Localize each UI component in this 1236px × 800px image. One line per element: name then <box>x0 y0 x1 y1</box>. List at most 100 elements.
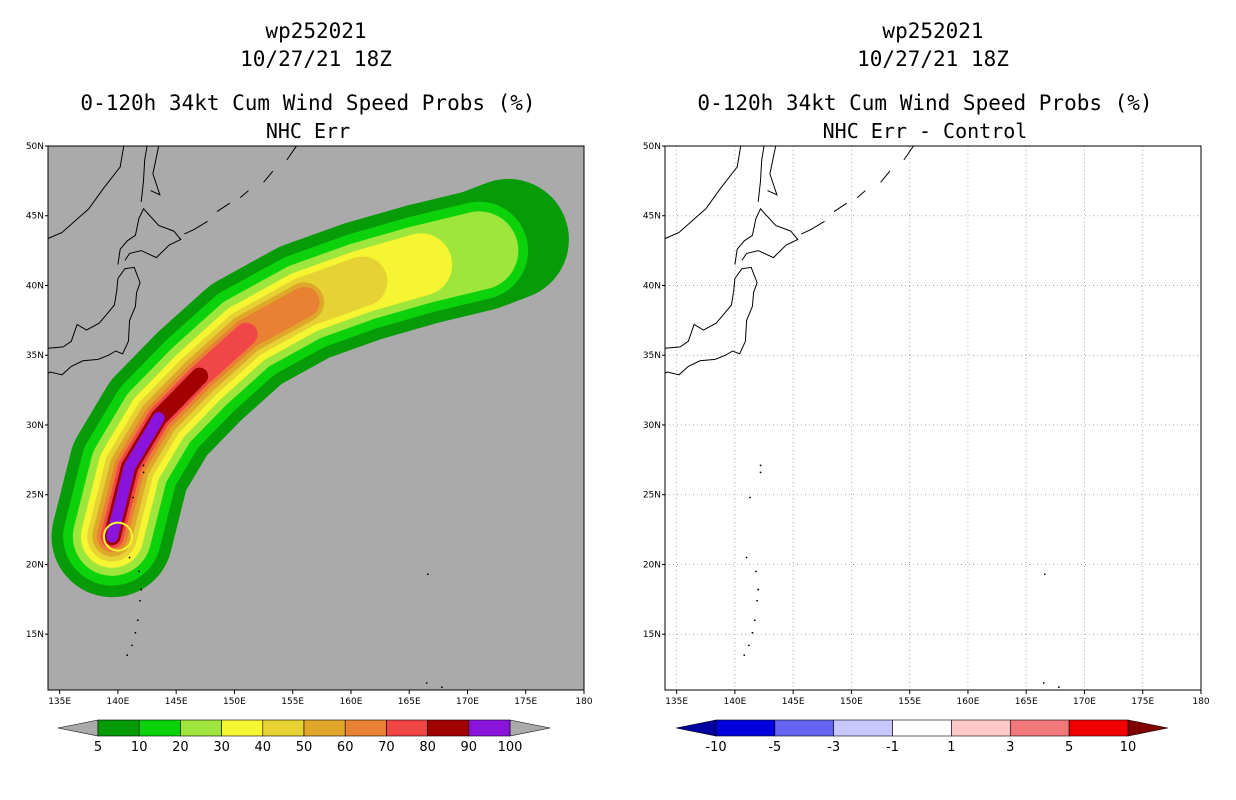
right-cbar-swatch-0 <box>715 719 776 737</box>
left-cbar-label-5: 50 <box>296 740 313 755</box>
right-cbar-swatch-1 <box>774 719 835 737</box>
left-cbar-label-10: 100 <box>498 740 523 755</box>
left-xtick-label-9: 180 <box>575 697 592 707</box>
left-island-2 <box>132 496 134 499</box>
left-xtick-label-6: 165E <box>398 697 421 707</box>
right-colorbar: -10 -5 -3 -1 1 3 5 10 <box>675 719 1169 755</box>
right-xtick-label-8: 175E <box>1131 697 1154 707</box>
left-ytick-label-5: 25N <box>26 491 44 501</box>
left-island-7 <box>136 619 139 622</box>
right-coast-2 <box>757 146 778 202</box>
left-colorbar: 5 10 20 30 40 50 60 70 80 90 100 <box>57 719 551 755</box>
right-title-subtitle: NHC Err - Control <box>822 119 1028 143</box>
right-xtick-label-2: 145E <box>782 697 805 707</box>
right-ytick-label-2: 40N <box>643 281 661 291</box>
left-title-product: 0-120h 34kt Cum Wind Speed Probs (%) <box>80 91 536 115</box>
right-coast-3 <box>665 146 742 240</box>
right-island-10 <box>743 654 746 657</box>
left-island-11 <box>426 573 429 576</box>
left-ytick-label-1: 45N <box>26 212 44 222</box>
left-xtick-label-3: 150E <box>223 697 246 707</box>
right-cbar-label-7: 10 <box>1120 740 1137 755</box>
left-cbar-left-end <box>57 719 99 737</box>
right-ytick-label-7: 15N <box>643 630 661 640</box>
left-probability-field <box>51 178 569 598</box>
left-cbar-swatch-3 <box>221 719 264 737</box>
left-cbar-swatch-9 <box>468 719 511 737</box>
start-rim <box>102 521 133 552</box>
left-ytick-label-6: 20N <box>26 560 44 570</box>
right-xtick-label-9: 180 <box>1192 697 1209 707</box>
right-cbar-swatch-4 <box>951 719 1011 737</box>
left-cbar-swatch-4 <box>262 719 305 737</box>
right-xtick-label-4: 155E <box>898 697 921 707</box>
right-coast-1 <box>734 207 799 265</box>
left-island-8 <box>134 631 137 634</box>
left-island-1 <box>142 471 145 474</box>
left-coast-0 <box>48 266 141 376</box>
right-xtick-label-1: 140E <box>723 697 746 707</box>
right-map-background <box>665 146 1201 690</box>
left-island-10 <box>126 654 129 657</box>
left-cbar-label-6: 60 <box>337 740 354 755</box>
right-coast-8 <box>903 146 915 161</box>
left-xtick-label-5: 160E <box>340 697 363 707</box>
right-xtick-label-7: 170E <box>1073 697 1096 707</box>
left-cbar-label-8: 80 <box>419 740 436 755</box>
left-coastline <box>48 146 443 689</box>
right-ytick-label-6: 20N <box>643 560 661 570</box>
right-island-11 <box>1043 573 1046 576</box>
right-cbar-label-4: 1 <box>947 740 955 755</box>
left-xtick-label-8: 175E <box>514 697 537 707</box>
left-island-5 <box>140 588 143 591</box>
right-coast-0 <box>665 266 758 376</box>
left-title-subtitle: NHC Err <box>265 119 351 143</box>
right-island-13 <box>1057 686 1060 689</box>
left-cbar-label-2: 20 <box>172 740 189 755</box>
left-coast-2 <box>140 146 161 202</box>
left-island-12 <box>425 682 428 684</box>
right-cbar-label-1: -5 <box>768 740 781 755</box>
left-island-9 <box>130 644 133 647</box>
right-title-product: 0-120h 34kt Cum Wind Speed Probs (%) <box>697 91 1153 115</box>
right-coast-5 <box>833 202 848 213</box>
left-cbar-right-end <box>509 719 551 737</box>
left-cbar-swatch-1 <box>138 719 181 737</box>
right-island-7 <box>753 619 756 622</box>
left-island-4 <box>137 570 140 573</box>
right-coast-6 <box>856 190 866 198</box>
right-cbar-swatch-6 <box>1068 719 1129 737</box>
right-title-date: 10/27/21 18Z <box>857 47 1009 71</box>
left-ytick-label-3: 35N <box>26 351 44 361</box>
right-island-5 <box>757 588 760 591</box>
right-island-8 <box>751 631 754 634</box>
left-xtick-label-7: 170E <box>456 697 479 707</box>
right-island-0 <box>759 464 762 467</box>
left-cbar-label-4: 40 <box>255 740 272 755</box>
right-xtick-label-3: 150E <box>840 697 863 707</box>
left-cbar-swatch-7 <box>386 719 428 737</box>
right-gridlines <box>665 146 1201 690</box>
right-xtick-label-6: 165E <box>1015 697 1038 707</box>
left-title-storm: wp252021 <box>265 19 367 43</box>
left-cbar-label-3: 30 <box>213 740 230 755</box>
right-cbar-label-3: -1 <box>886 740 899 755</box>
right-title-storm: wp252021 <box>882 19 984 43</box>
left-map-panel: 135E 140E 145E 150E 155E 160E 165E 170E 175E 180 5… <box>26 142 593 707</box>
right-ytick-label-4: 30N <box>643 421 661 431</box>
left-island-3 <box>128 556 131 559</box>
left-coast-6 <box>239 190 249 198</box>
left-axis-ticks: 135E 140E 145E 150E 155E 160E 165E 170E 175E 180 5… <box>26 142 593 707</box>
left-coast-5 <box>216 202 231 213</box>
left-cbar-label-9: 90 <box>461 740 478 755</box>
right-ytick-label-5: 25N <box>643 491 661 501</box>
right-island-1 <box>759 471 762 474</box>
left-title-date: 10/27/21 18Z <box>240 47 392 71</box>
right-island-3 <box>745 556 748 559</box>
right-coastline <box>665 146 1060 689</box>
prob-band-90 <box>106 412 165 543</box>
left-cbar-swatch-6 <box>344 719 387 737</box>
left-cbar-swatch-2 <box>180 719 222 737</box>
left-ytick-label-0: 50N <box>26 142 44 152</box>
left-ytick-label-2: 40N <box>26 281 44 291</box>
